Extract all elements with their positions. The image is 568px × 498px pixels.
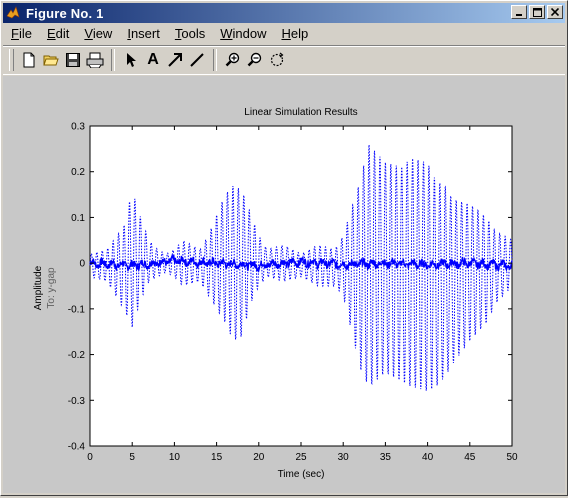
y-tick-label: -0.2 — [68, 350, 86, 361]
zoom-out-button[interactable] — [244, 49, 266, 71]
toolbar-separator — [111, 49, 115, 71]
zoom-in-icon — [225, 52, 240, 67]
save-icon — [66, 53, 80, 67]
menu-bar: File Edit View Insert Tools Window Help — [3, 24, 565, 43]
close-button[interactable] — [547, 5, 563, 19]
x-tick-label: 50 — [506, 452, 518, 463]
menu-insert[interactable]: Insert — [127, 26, 160, 41]
series-solid-line — [89, 253, 513, 274]
series-solid-path — [89, 253, 513, 274]
print-button[interactable] — [84, 49, 106, 71]
insert-text-icon: A — [147, 51, 159, 68]
y-tick-label: 0 — [79, 259, 85, 270]
x-tick-label: 40 — [422, 452, 434, 463]
plot-svg: 0 5 10 15 20 25 30 35 40 45 50 0.3 0.2 0.1 0 -0.1 -0.2 -… — [33, 107, 518, 480]
y-axis-label: Amplitude — [33, 265, 44, 310]
x-tick-label: 35 — [380, 452, 392, 463]
select-button[interactable] — [120, 49, 142, 71]
toolbar-separator — [213, 49, 217, 71]
axes-background[interactable] — [89, 125, 513, 447]
x-axis-label: Time (sec) — [278, 469, 325, 480]
insert-text-button[interactable]: A — [142, 49, 164, 71]
minimize-button[interactable] — [511, 5, 527, 19]
close-icon — [551, 8, 559, 16]
new-file-button[interactable] — [18, 49, 40, 71]
menu-view[interactable]: View — [84, 26, 113, 41]
x-tick-label: 10 — [169, 452, 181, 463]
chart-title: Linear Simulation Results — [244, 107, 357, 118]
x-axis-ticks: 0 5 10 15 20 25 30 35 40 45 50 — [87, 126, 518, 463]
maximize-icon — [532, 7, 542, 17]
maximize-button[interactable] — [529, 5, 545, 19]
y-axis-output-label: To: y-gap — [46, 267, 57, 309]
figure-canvas: 0 5 10 15 20 25 30 35 40 45 50 0.3 0.2 0.1 0 -0.1 -0.2 -… — [3, 76, 565, 493]
zoom-out-icon — [247, 52, 262, 67]
minimize-icon — [516, 14, 522, 16]
x-tick-label: 0 — [87, 452, 93, 463]
x-tick-label: 30 — [338, 452, 350, 463]
y-axis-ticks: 0.3 0.2 0.1 0 -0.1 -0.2 -0.3 -0.4 — [68, 122, 512, 453]
menu-tools[interactable]: Tools — [174, 26, 206, 41]
insert-arrow-icon — [168, 53, 182, 67]
menu-window[interactable]: Window — [220, 26, 267, 41]
title-bar[interactable]: Figure No. 1 — [3, 3, 565, 23]
y-tick-label: 0.2 — [71, 167, 85, 178]
series-dotted-path — [89, 144, 513, 391]
open-folder-icon — [43, 55, 59, 66]
window-title: Figure No. 1 — [26, 5, 104, 21]
x-tick-label: 15 — [211, 452, 223, 463]
matlab-logo-icon — [5, 5, 21, 21]
save-button[interactable] — [62, 49, 84, 71]
insert-line-button[interactable] — [186, 49, 208, 71]
series-dotted-line — [89, 144, 513, 391]
rotate-button[interactable] — [266, 49, 288, 71]
menu-edit[interactable]: Edit — [46, 26, 70, 41]
menu-file[interactable]: File — [11, 26, 32, 41]
y-tick-label: -0.4 — [68, 442, 86, 453]
x-tick-label: 20 — [253, 452, 265, 463]
x-tick-label: 25 — [295, 452, 307, 463]
x-tick-label: 45 — [464, 452, 476, 463]
new-file-icon — [23, 52, 35, 68]
open-button[interactable] — [40, 49, 62, 71]
zoom-in-button[interactable] — [222, 49, 244, 71]
insert-line-icon — [190, 53, 204, 67]
print-icon — [86, 52, 104, 68]
y-tick-label: 0.1 — [71, 213, 85, 224]
rotate-icon — [270, 52, 284, 67]
insert-arrow-button[interactable] — [164, 49, 186, 71]
toolbar: A — [3, 45, 565, 75]
menu-help[interactable]: Help — [281, 26, 309, 41]
y-tick-label: -0.1 — [68, 304, 86, 315]
toolbar-grip[interactable] — [9, 49, 14, 71]
x-tick-label: 5 — [129, 452, 135, 463]
y-tick-label: 0.3 — [71, 122, 85, 133]
select-arrow-icon — [127, 53, 136, 67]
y-tick-label: -0.3 — [68, 396, 86, 407]
